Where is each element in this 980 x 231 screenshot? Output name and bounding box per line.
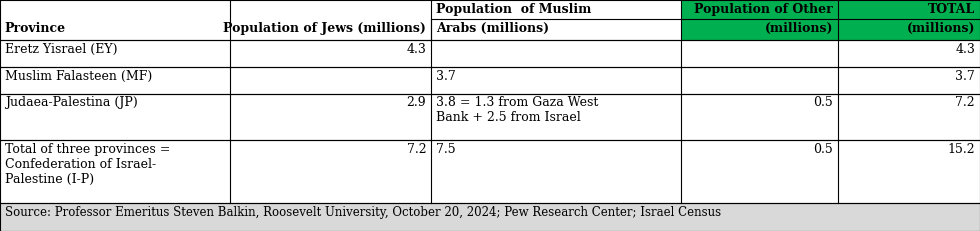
Bar xyxy=(681,40,838,67)
Bar xyxy=(431,67,681,94)
Bar xyxy=(431,40,681,67)
Bar xyxy=(838,67,980,94)
Bar xyxy=(838,40,980,67)
Bar xyxy=(838,94,980,140)
Text: 7.2: 7.2 xyxy=(956,96,975,109)
Text: Province: Province xyxy=(5,22,66,35)
Bar xyxy=(681,140,838,203)
Text: Total of three provinces =
Confederation of Israel-
Palestine (I-P): Total of three provinces = Confederation… xyxy=(5,143,171,185)
Text: TOTAL: TOTAL xyxy=(928,3,975,16)
Text: 4.3: 4.3 xyxy=(956,43,975,56)
Bar xyxy=(431,0,681,40)
Bar xyxy=(0,140,230,203)
Text: 15.2: 15.2 xyxy=(948,143,975,155)
Text: (millions): (millions) xyxy=(906,22,975,35)
Text: 2.9: 2.9 xyxy=(407,96,426,109)
Bar xyxy=(230,40,431,67)
Bar xyxy=(681,67,838,94)
Bar xyxy=(0,203,980,231)
Bar xyxy=(838,0,980,40)
Text: Arabs (millions): Arabs (millions) xyxy=(436,22,549,35)
Text: 3.8 = 1.3 from Gaza West
Bank + 2.5 from Israel: 3.8 = 1.3 from Gaza West Bank + 2.5 from… xyxy=(436,96,599,124)
Text: 4.3: 4.3 xyxy=(407,43,426,56)
Bar xyxy=(230,67,431,94)
Text: 7.2: 7.2 xyxy=(407,143,426,155)
Bar xyxy=(0,40,230,67)
Bar xyxy=(230,0,431,40)
Bar xyxy=(681,94,838,140)
Bar xyxy=(0,94,230,140)
Bar xyxy=(681,0,838,40)
Text: 7.5: 7.5 xyxy=(436,143,456,155)
Bar xyxy=(230,140,431,203)
Text: 3.7: 3.7 xyxy=(956,70,975,83)
Text: 0.5: 0.5 xyxy=(813,96,833,109)
Bar xyxy=(230,94,431,140)
Text: 0.5: 0.5 xyxy=(813,143,833,155)
Text: Judaea-Palestina (JP): Judaea-Palestina (JP) xyxy=(5,96,137,109)
Text: Population  of Muslim: Population of Muslim xyxy=(436,3,592,16)
Text: 3.7: 3.7 xyxy=(436,70,456,83)
Bar xyxy=(0,0,230,40)
Bar xyxy=(431,94,681,140)
Text: Population of Other: Population of Other xyxy=(694,3,833,16)
Text: Source: Professor Emeritus Steven Balkin, Roosevelt University, October 20, 2024: Source: Professor Emeritus Steven Balkin… xyxy=(5,206,721,219)
Text: Population of Jews (millions): Population of Jews (millions) xyxy=(223,22,426,35)
Bar xyxy=(0,67,230,94)
Bar xyxy=(838,140,980,203)
Text: (millions): (millions) xyxy=(764,22,833,35)
Text: Muslim Falasteen (MF): Muslim Falasteen (MF) xyxy=(5,70,152,83)
Bar xyxy=(431,140,681,203)
Text: Eretz Yisrael (EY): Eretz Yisrael (EY) xyxy=(5,43,118,56)
